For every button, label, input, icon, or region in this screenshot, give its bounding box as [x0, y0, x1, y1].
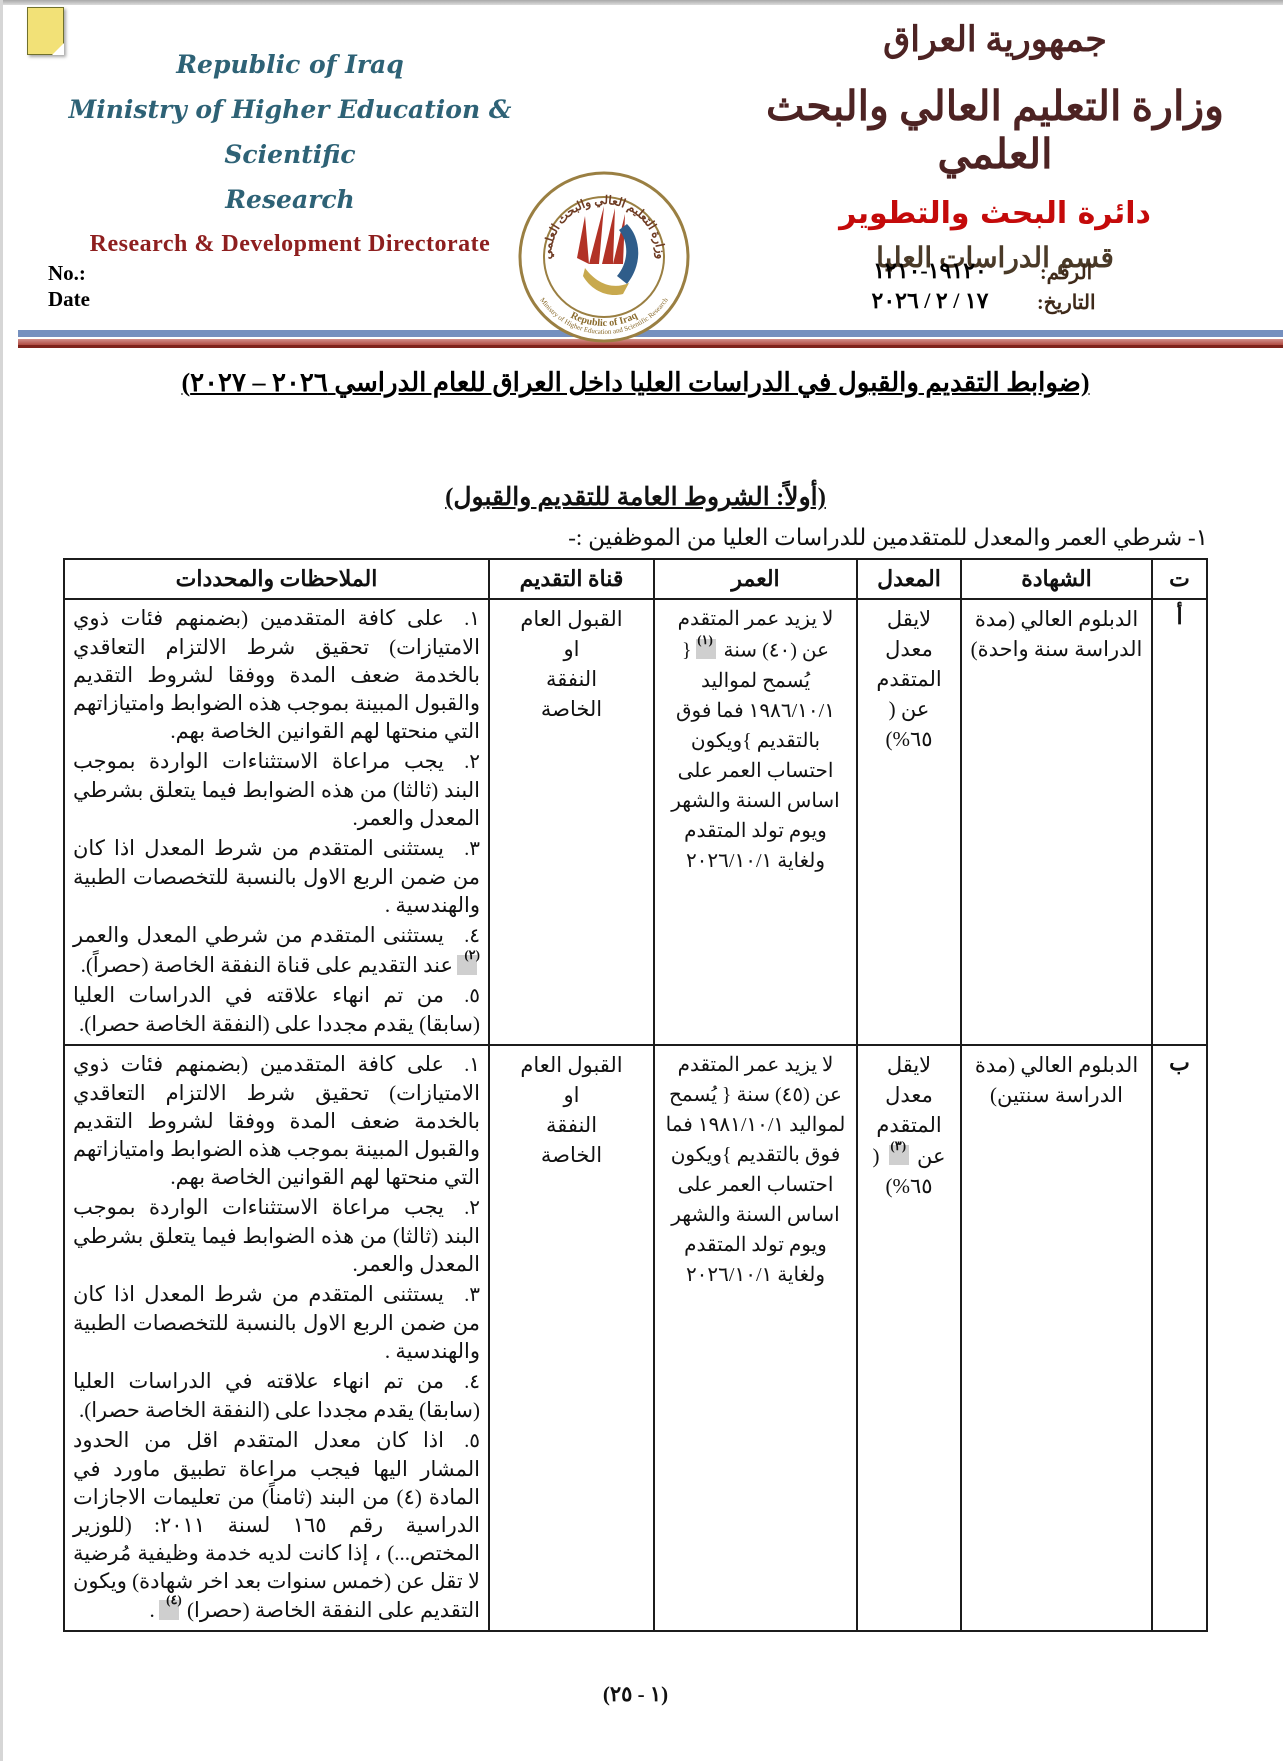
- letterhead-directorate-en: Research & Development Directorate: [89, 231, 491, 257]
- note-text: على كافة المتقدمين (بضمنهم فئات ذوي الام…: [73, 606, 480, 743]
- sticky-note-icon[interactable]: [27, 7, 64, 55]
- column-header: قناة التقديم: [488, 558, 655, 600]
- number-value: ١٩١٢٠-١٢١٠: [873, 258, 987, 283]
- note-item: ١.على كافة المتقدمين (بضمنهم فئات ذوي ال…: [73, 604, 480, 745]
- document-body: (ضوابط التقديم والقبول في الدراسات العلي…: [0, 352, 1283, 1707]
- note-item: ٣.يستثنى المتقدم من شرط المعدل اذا كان م…: [73, 834, 480, 919]
- footnote-marker: (١): [692, 632, 719, 659]
- note-item: ٥.اذا كان معدل المتقدم اقل من الحدود الم…: [73, 1426, 480, 1624]
- cell-channel: القبول العام او النفقة الخاصة: [488, 1044, 655, 1632]
- cell-seq: ب: [1151, 1044, 1208, 1632]
- note-number: ٥.: [464, 985, 480, 1007]
- sticky-note-fold: [52, 43, 64, 55]
- ministry-seal-logo: وزارة التعليم العالي والبحث العلمي Repub…: [518, 171, 690, 343]
- column-header: الملاحظات والمحددات: [63, 558, 490, 600]
- footnote-marker: (٢): [453, 947, 480, 975]
- column-header: الشهادة: [960, 558, 1153, 600]
- arabic-letterhead: جمهورية العراق وزارة التعليم العالي والب…: [760, 20, 1230, 275]
- date-label-ar: التاريخ:: [1037, 292, 1096, 314]
- cell-age: لا يزيد عمر المتقدم عن (٤٠) سنة (١){ يُس…: [653, 598, 858, 1046]
- table-row: ب الدبلوم العالي (مدة الدراسة سنتين) لايقل…: [63, 1044, 1208, 1632]
- note-number: ٢.: [464, 751, 480, 773]
- note-text: يستثنى المتقدم من شرط المعدل اذا كان من …: [73, 836, 480, 917]
- page-number: (١ - ٢٥): [602, 1682, 669, 1706]
- note-text: يستثنى المتقدم من شرط المعدل اذا كان من …: [73, 1282, 480, 1363]
- date-value: ١٧ / ٢ / ٢٠٢٦: [871, 288, 989, 313]
- column-header: المعدل: [856, 558, 962, 600]
- english-letterhead: Republic of Iraq Ministry of Higher Educ…: [50, 42, 530, 258]
- scan-edge-top: [0, 0, 1283, 5]
- note-text: من تم انهاء علاقته في الدراسات العليا (س…: [73, 1369, 480, 1422]
- note-number: ٢.: [464, 1197, 480, 1219]
- cell-age: لا يزيد عمر المتقدم عن (٤٥) سنة { يُسمح …: [653, 1044, 858, 1632]
- note-number: ٣.: [464, 1284, 480, 1306]
- letterhead-country-en: Republic of Iraq: [176, 50, 404, 79]
- note-text: يجب مراعاة الاستثناءات الواردة بموجب الب…: [73, 1195, 480, 1276]
- scan-edge-left: [0, 0, 3, 1761]
- column-header: ت: [1151, 558, 1208, 600]
- date-label-en: Date: [48, 287, 90, 311]
- note-item: ٤.يستثنى المتقدم من شرطي المعدل والعمر (٢…: [73, 921, 480, 979]
- document-title: (ضوابط التقديم والقبول في الدراسات العلي…: [181, 368, 1090, 397]
- number-label-ar: الرقم:: [1040, 262, 1093, 284]
- intro-line: ١- شرطي العمر والمعدل للمتقدمين للدراسات…: [568, 525, 1208, 550]
- letterhead-divider-rule: [18, 330, 1283, 348]
- note-item: ٤.من تم انهاء علاقته في الدراسات العليا …: [73, 1367, 480, 1424]
- letterhead-department-ar: قسم الدراسات العليا: [876, 243, 1114, 274]
- letterhead-country-ar: جمهورية العراق: [883, 20, 1107, 59]
- cell-notes: ١.على كافة المتقدمين (بضمنهم فئات ذوي ال…: [63, 1044, 490, 1632]
- note-item: ١.على كافة المتقدمين (بضمنهم فئات ذوي ال…: [73, 1050, 480, 1191]
- note-number: ٤.: [464, 925, 480, 947]
- note-item: ٢.يجب مراعاة الاستثناءات الواردة بموجب ا…: [73, 747, 480, 832]
- admission-rules-table: ت الشهادة المعدل العمر قناة التقديم الملاحظات…: [63, 558, 1208, 1632]
- note-text: يجب مراعاة الاستثناءات الواردة بموجب الب…: [73, 749, 480, 830]
- note-item: ٥.من تم انهاء علاقته في الدراسات العليا …: [73, 981, 480, 1038]
- note-number: ١.: [464, 1054, 480, 1076]
- letterhead-ministry-en-line2: Research: [225, 185, 355, 214]
- note-number: ٣.: [464, 838, 480, 860]
- cell-average: لايقل معدل المتقدم عن ( ٦٥%): [856, 598, 962, 1046]
- note-text: من تم انهاء علاقته في الدراسات العليا (س…: [73, 983, 480, 1036]
- letterhead-ministry-en-line1: Ministry of Higher Education & Scientifi…: [68, 95, 512, 169]
- note-text: على كافة المتقدمين (بضمنهم فئات ذوي الام…: [73, 1052, 480, 1189]
- note-number: ٤.: [464, 1371, 480, 1393]
- cell-notes: ١.على كافة المتقدمين (بضمنهم فئات ذوي ال…: [63, 598, 490, 1046]
- note-text: اذا كان معدل المتقدم اقل من الحدود المشا…: [73, 1428, 480, 1622]
- table-body: أ الدبلوم العالي (مدة الدراسة سنة واحدة) ل…: [63, 598, 1208, 1632]
- seal-emblem: [577, 206, 639, 296]
- note-item: ٢.يجب مراعاة الاستثناءات الواردة بموجب ا…: [73, 1193, 480, 1278]
- column-header: العمر: [653, 558, 858, 600]
- note-item: ٣.يستثنى المتقدم من شرط المعدل اذا كان م…: [73, 1280, 480, 1365]
- note-text: يستثنى المتقدم من شرطي المعدل والعمر (٢)ع…: [73, 923, 480, 977]
- letterhead-ministry-ar: وزارة التعليم العالي والبحث العلمي: [766, 83, 1224, 177]
- cell-channel: القبول العام او النفقة الخاصة: [488, 598, 655, 1046]
- letterhead-directorate-ar: دائرة البحث والتطوير: [839, 196, 1151, 231]
- cell-average: لايقل معدل المتقدم عن (٣) ( ٦٥%): [856, 1044, 962, 1632]
- cell-seq: أ: [1151, 598, 1208, 1046]
- cell-certificate: الدبلوم العالي (مدة الدراسة سنتين): [960, 1044, 1153, 1632]
- footnote-marker: (٤): [155, 1592, 182, 1620]
- note-number: ٥.: [464, 1430, 480, 1452]
- cell-certificate: الدبلوم العالي (مدة الدراسة سنة واحدة): [960, 598, 1153, 1046]
- section-subtitle: (أولاً: الشروط العامة للتقديم والقبول): [445, 484, 826, 511]
- no-label: No.:: [48, 261, 86, 285]
- note-number: ١.: [464, 608, 480, 630]
- footnote-marker: (٣): [885, 1138, 912, 1165]
- table-header-row: ت الشهادة المعدل العمر قناة التقديم الملاحظات…: [63, 558, 1208, 600]
- table-row: أ الدبلوم العالي (مدة الدراسة سنة واحدة) ل…: [63, 598, 1208, 1046]
